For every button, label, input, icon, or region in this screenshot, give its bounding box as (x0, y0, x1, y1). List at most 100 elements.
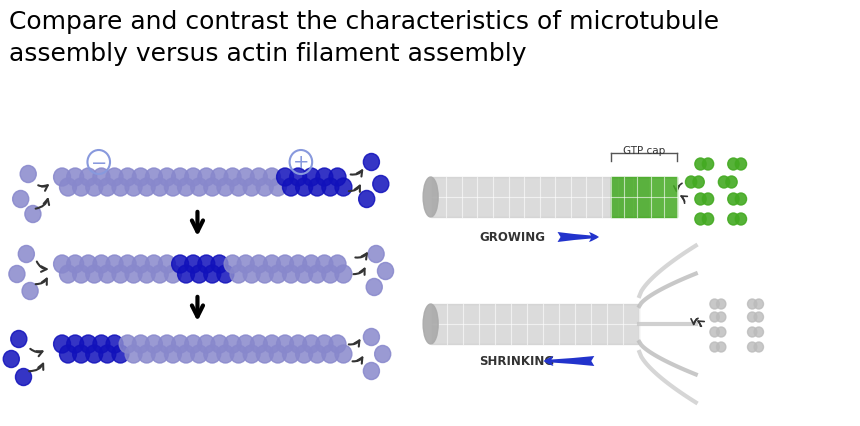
Circle shape (710, 299, 719, 309)
Circle shape (53, 169, 71, 187)
Circle shape (112, 178, 129, 196)
Circle shape (290, 335, 307, 353)
Circle shape (185, 256, 202, 273)
Circle shape (151, 178, 169, 196)
Circle shape (18, 246, 34, 263)
Circle shape (335, 178, 352, 196)
Circle shape (191, 265, 207, 283)
Circle shape (747, 342, 757, 352)
Circle shape (164, 178, 181, 196)
Text: −: − (90, 153, 107, 172)
Circle shape (754, 327, 764, 337)
Circle shape (158, 169, 175, 187)
Circle shape (303, 169, 320, 187)
Circle shape (316, 335, 333, 353)
Circle shape (296, 265, 312, 283)
Circle shape (250, 335, 267, 353)
Circle shape (263, 335, 280, 353)
Circle shape (243, 265, 260, 283)
Circle shape (237, 169, 255, 187)
Circle shape (230, 265, 247, 283)
Circle shape (695, 213, 706, 225)
Circle shape (316, 169, 333, 187)
Circle shape (120, 169, 136, 187)
Circle shape (256, 345, 273, 363)
Circle shape (329, 169, 346, 187)
Circle shape (364, 363, 379, 380)
Circle shape (322, 265, 339, 283)
Circle shape (125, 345, 142, 363)
Circle shape (303, 335, 320, 353)
Circle shape (72, 178, 89, 196)
Circle shape (112, 345, 129, 363)
Circle shape (335, 265, 352, 283)
Circle shape (93, 256, 110, 273)
Circle shape (191, 345, 207, 363)
Circle shape (290, 256, 307, 273)
Circle shape (243, 345, 260, 363)
Text: +: + (292, 153, 309, 172)
Circle shape (172, 169, 188, 187)
Circle shape (277, 335, 293, 353)
Circle shape (224, 169, 241, 187)
Circle shape (164, 265, 181, 283)
Circle shape (138, 345, 155, 363)
Text: GTP cap: GTP cap (623, 146, 665, 155)
Circle shape (685, 177, 697, 189)
Circle shape (364, 154, 379, 171)
Circle shape (211, 256, 228, 273)
Circle shape (67, 256, 83, 273)
Circle shape (177, 178, 194, 196)
Circle shape (754, 312, 764, 322)
Circle shape (211, 335, 228, 353)
Circle shape (703, 193, 714, 205)
Circle shape (86, 345, 102, 363)
Circle shape (145, 256, 163, 273)
Circle shape (67, 169, 83, 187)
Circle shape (309, 265, 326, 283)
Circle shape (269, 265, 286, 283)
Circle shape (11, 331, 27, 348)
Circle shape (263, 256, 280, 273)
Circle shape (282, 178, 299, 196)
Circle shape (106, 256, 123, 273)
Circle shape (185, 169, 202, 187)
Circle shape (59, 265, 77, 283)
Circle shape (25, 206, 41, 223)
Circle shape (710, 312, 719, 322)
Circle shape (243, 178, 260, 196)
Circle shape (151, 345, 169, 363)
Circle shape (177, 265, 194, 283)
Circle shape (224, 335, 241, 353)
Circle shape (735, 158, 746, 170)
Circle shape (172, 256, 188, 273)
Circle shape (53, 256, 71, 273)
Circle shape (322, 178, 339, 196)
Circle shape (158, 256, 175, 273)
Circle shape (20, 166, 36, 183)
Circle shape (256, 265, 273, 283)
Circle shape (250, 256, 267, 273)
Circle shape (224, 256, 241, 273)
Circle shape (747, 299, 757, 309)
Circle shape (726, 177, 737, 189)
Circle shape (378, 263, 394, 280)
Circle shape (282, 345, 299, 363)
Circle shape (145, 169, 163, 187)
Circle shape (217, 345, 234, 363)
Circle shape (718, 177, 729, 189)
Circle shape (106, 169, 123, 187)
Circle shape (80, 169, 97, 187)
Circle shape (710, 327, 719, 337)
Circle shape (145, 335, 163, 353)
Circle shape (80, 256, 97, 273)
Circle shape (703, 213, 714, 225)
Circle shape (177, 345, 194, 363)
Circle shape (296, 178, 312, 196)
Circle shape (211, 169, 228, 187)
Circle shape (125, 265, 142, 283)
Circle shape (53, 335, 71, 353)
Circle shape (59, 345, 77, 363)
Circle shape (93, 335, 110, 353)
Circle shape (269, 345, 286, 363)
